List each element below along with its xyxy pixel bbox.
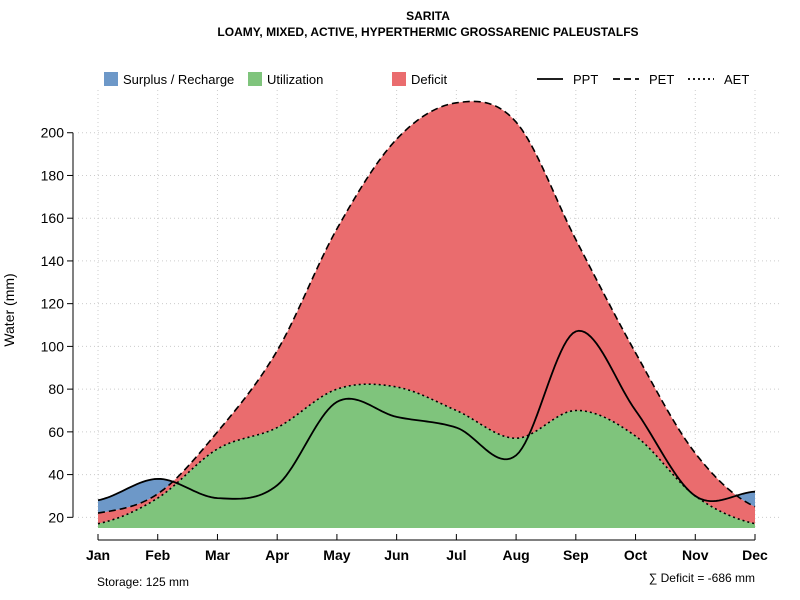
x-tick-label: Mar <box>205 547 230 563</box>
y-tick-label: 60 <box>48 424 64 440</box>
storage-note: Storage: 125 mm <box>97 575 189 589</box>
legend-label: Utilization <box>267 72 323 87</box>
x-tick-label: Jul <box>446 547 466 563</box>
x-tick-label: Apr <box>265 547 290 563</box>
legend: Surplus / Recharge Utilization Deficit PPT P… <box>104 72 749 87</box>
utilization-area <box>98 384 755 528</box>
x-tick-label: Sep <box>563 547 589 563</box>
y-tick-label: 40 <box>48 467 64 483</box>
legend-swatch-deficit <box>392 72 406 86</box>
y-tick-label: 20 <box>48 509 64 525</box>
x-tick-label: Jun <box>384 547 409 563</box>
series-line-aet <box>97 383 756 525</box>
legend-label: Deficit <box>411 72 448 87</box>
legend-label: Surplus / Recharge <box>123 72 234 87</box>
y-tick-label: 200 <box>41 125 65 141</box>
legend-label: AET <box>724 72 749 87</box>
chart-subtitle: LOAMY, MIXED, ACTIVE, HYPERTHERMIC GROSS… <box>217 25 638 39</box>
legend-swatch-utilization <box>248 72 262 86</box>
series-line-pet <box>97 100 756 514</box>
legend-swatch-surplus-recharge <box>104 72 118 86</box>
y-tick-label: 140 <box>41 253 65 269</box>
legend-label: PET <box>649 72 674 87</box>
series-line-ppt <box>97 329 756 503</box>
x-tick-label: Nov <box>682 547 709 563</box>
y-axis-label: Water (mm) <box>1 273 17 346</box>
legend-label: PPT <box>573 72 598 87</box>
chart-title: SARITA <box>406 9 450 23</box>
axes: 20 40 60 80 100 120 140 160 180 200 Jan Feb Mar Apr Ma… <box>41 125 768 563</box>
series-lines <box>97 100 756 525</box>
y-tick-label: 120 <box>41 296 65 312</box>
y-tick-label: 180 <box>41 167 65 183</box>
deficit-area <box>98 101 755 524</box>
x-tick-label: Aug <box>502 547 529 563</box>
x-tick-label: Feb <box>145 547 170 563</box>
y-tick-label: 80 <box>48 381 64 397</box>
y-tick-label: 100 <box>41 338 65 354</box>
x-tick-label: Dec <box>742 547 768 563</box>
x-tick-label: Jan <box>86 547 110 563</box>
x-tick-label: May <box>323 547 350 563</box>
deficit-note: ∑ Deficit = -686 mm <box>649 571 755 585</box>
y-tick-label: 160 <box>41 210 65 226</box>
areas <box>98 101 755 528</box>
x-tick-label: Oct <box>624 547 648 563</box>
